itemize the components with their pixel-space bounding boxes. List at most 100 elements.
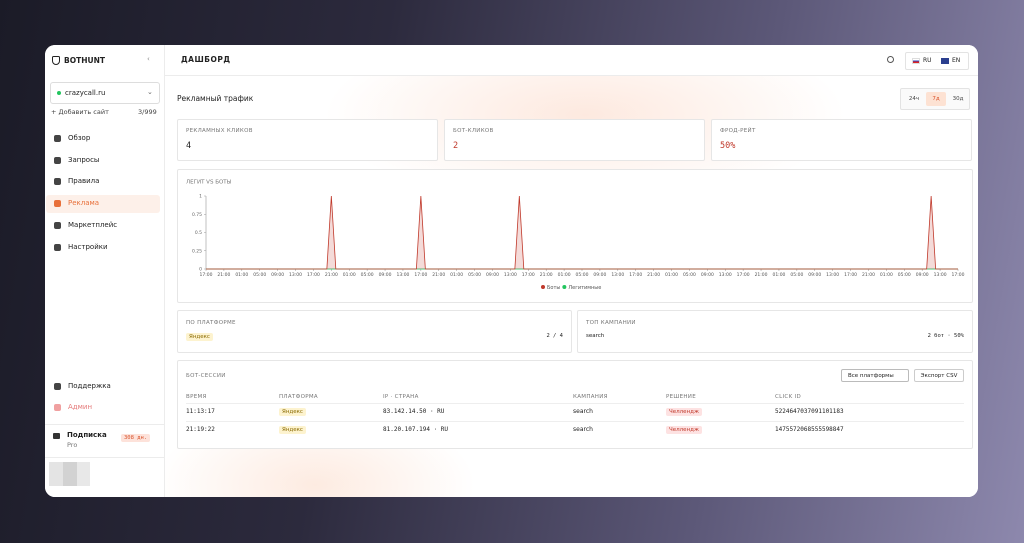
period-switch: 24ч 7д 30д: [900, 88, 970, 110]
panel-title: БОТ-СЕССИИ: [186, 373, 226, 379]
plan-icon: [53, 433, 60, 439]
platform-badge: Яндекс: [279, 426, 306, 434]
x-tick-label: 05:00: [576, 272, 589, 278]
x-tick-label: 17:00: [952, 272, 965, 278]
nav-item[interactable]: Админ: [46, 399, 160, 417]
y-tick-label: 1: [199, 194, 202, 200]
x-tick-label: 13:00: [504, 272, 517, 278]
section-title: Рекламный трафик: [177, 94, 254, 103]
panel-title: ТОП КАМПАНИИ: [586, 320, 636, 326]
x-tick-label: 05:00: [253, 272, 266, 278]
nav-item[interactable]: Настройки: [46, 239, 160, 257]
nav-label: Поддержка: [68, 382, 111, 390]
period-button[interactable]: 7д: [926, 92, 946, 106]
x-tick-label: 13:00: [934, 272, 947, 278]
platform-badge: Яндекс: [279, 408, 306, 416]
x-tick-label: 09:00: [916, 272, 929, 278]
x-tick-label: 21:00: [432, 272, 445, 278]
time: 11:13:17: [186, 408, 215, 415]
area-fill: [206, 196, 958, 269]
x-tick-label: 09:00: [701, 272, 714, 278]
site-name: crazycall.ru: [65, 89, 106, 97]
x-tick-label: 21:00: [862, 272, 875, 278]
nav-icon: [54, 221, 61, 229]
campaign-name: search: [586, 333, 605, 339]
period-button[interactable]: 30д: [952, 96, 964, 102]
app-window: BOTHUNT ‹ crazycall.ru ⌄ + Добавить сайт…: [45, 45, 978, 497]
x-tick-label: 17:00: [629, 272, 642, 278]
x-tick-label: 13:00: [396, 272, 409, 278]
x-tick-label: 21:00: [540, 272, 553, 278]
site-count: 3/999: [138, 108, 157, 116]
x-tick-label: 17:00: [844, 272, 857, 278]
x-tick-label: 17:00: [200, 272, 213, 278]
x-tick-label: 17:00: [307, 272, 320, 278]
sessions-panel: БОТ-СЕССИИ Все платформы Экспорт CSV ВРЕ…: [177, 360, 973, 449]
nav-item[interactable]: Обзор: [46, 130, 160, 148]
x-tick-label: 09:00: [593, 272, 606, 278]
x-tick-label: 01:00: [235, 272, 248, 278]
nav-item[interactable]: Маркетплейс: [46, 217, 160, 235]
flag-ru: [912, 58, 920, 64]
column-header: IP · СТРАНА: [383, 394, 419, 400]
avatar-block: [77, 462, 90, 486]
chevron: ⌄: [147, 88, 153, 96]
sidebar: BOTHUNT ‹ crazycall.ru ⌄ + Добавить сайт…: [45, 45, 165, 497]
lang-en[interactable]: EN: [952, 57, 961, 64]
campaign: search: [573, 426, 593, 433]
plan-days: 308 дн.: [121, 434, 151, 442]
x-tick-label: 09:00: [271, 272, 284, 278]
x-tick-label: 09:00: [486, 272, 499, 278]
legend-label: Боты: [547, 285, 560, 291]
x-tick-label: 05:00: [468, 272, 481, 278]
column-header: ПЛАТФОРМА: [279, 394, 318, 400]
nav-label: Админ: [68, 403, 93, 411]
export-button[interactable]: Экспорт CSV: [914, 369, 964, 382]
x-tick-label: 01:00: [665, 272, 678, 278]
nav-label: Настройки: [68, 242, 108, 251]
nav-item[interactable]: Поддержка: [46, 378, 160, 396]
logo-icon: [52, 56, 60, 65]
panel-title: ПО ПЛАТФОРМЕ: [186, 320, 236, 326]
chart-panel: ЛЕГИТ VS БОТЫ 0 0.25 0.5 0.75 1 17:00 21:00 01:…: [177, 169, 973, 303]
x-tick-label: 01:00: [558, 272, 571, 278]
stat-card: ФРОД-РЕЙТ 50%: [711, 119, 972, 161]
x-tick-label: 13:00: [719, 272, 732, 278]
nav-label: Реклама: [68, 199, 100, 208]
nav-item[interactable]: Реклама: [46, 195, 160, 214]
x-tick-label: 17:00: [737, 272, 750, 278]
platform-filter[interactable]: Все платформы: [841, 369, 909, 382]
stat-value: 50%: [720, 141, 736, 151]
lang-ru[interactable]: RU: [923, 57, 932, 64]
nav-item[interactable]: Запросы: [46, 152, 160, 170]
x-tick-label: 01:00: [450, 272, 463, 278]
theme-toggle[interactable]: [887, 56, 894, 63]
nav-icon: [54, 243, 61, 251]
stat-card: БОТ-КЛИКОВ 2: [444, 119, 705, 161]
ip: 83.142.14.50 · RU: [383, 408, 445, 415]
plan-name: Pro: [67, 441, 78, 449]
nav-icon: [54, 156, 61, 164]
legend-label: Легитимные: [568, 285, 601, 291]
flag-en: [941, 58, 949, 64]
campaign: search: [573, 408, 593, 415]
stat-label: БОТ-КЛИКОВ: [453, 128, 494, 134]
y-tick-label: 0.25: [192, 248, 202, 254]
x-tick-label: 05:00: [790, 272, 803, 278]
divider: [45, 424, 164, 425]
collapse-button[interactable]: ‹: [147, 55, 150, 63]
nav-item[interactable]: Правила: [46, 173, 160, 191]
period-button[interactable]: 24ч: [908, 96, 920, 102]
avatar-block: [63, 462, 77, 486]
brand: BOTHUNT: [64, 56, 105, 65]
nav-label: Правила: [68, 177, 100, 186]
avatar-block: [49, 462, 63, 486]
divider: [45, 457, 164, 458]
add-site[interactable]: + Добавить сайт: [51, 108, 109, 116]
legend-marker: [562, 285, 567, 289]
nav-icon: [54, 200, 61, 208]
site-select[interactable]: crazycall.ru ⌄: [50, 82, 160, 104]
nav-icon: [54, 178, 61, 186]
ip: 81.20.107.194 · RU: [383, 426, 449, 433]
row-value: 2 бот · 50%: [927, 333, 964, 339]
